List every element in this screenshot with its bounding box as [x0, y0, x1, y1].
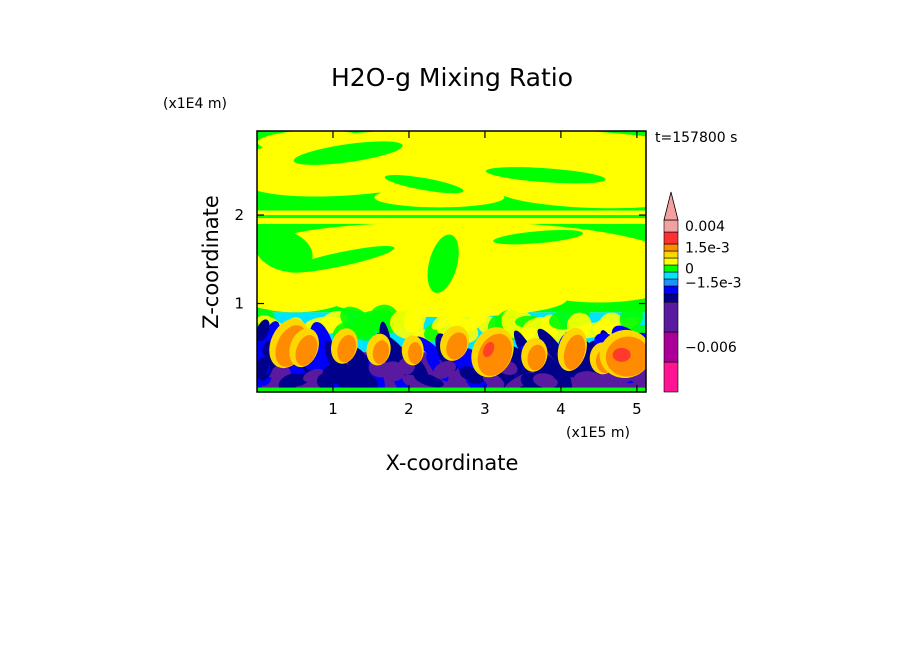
x-tick-label: 4 — [556, 400, 566, 418]
x-axis-ticks: 1 2 3 4 5 — [328, 131, 642, 418]
time-label: t=157800 s — [655, 130, 737, 146]
colorbar-swatch — [663, 271, 679, 280]
field-blob — [433, 360, 456, 379]
dry-streak — [293, 141, 403, 165]
chart-title: H2O-g Mixing Ratio — [331, 63, 573, 92]
colorbar: 0.004 1.5e-3 0−1.5e-3 −0.006 — [663, 191, 742, 393]
dry-streak — [286, 245, 395, 273]
moist-plume — [372, 340, 389, 365]
moist-core — [612, 347, 631, 362]
x-unit-label: (x1E5 m) — [566, 425, 630, 441]
moist-plume — [446, 332, 468, 360]
moist-region — [257, 159, 436, 197]
field-blob — [257, 357, 269, 379]
colorbar-swatch — [663, 264, 679, 273]
field-blob — [350, 372, 378, 391]
x-tick-label: 2 — [404, 400, 414, 418]
x-tick-label: 3 — [480, 400, 490, 418]
colorbar-swatch — [663, 231, 679, 245]
colorbar-swatch — [663, 361, 679, 393]
x-tick-label: 1 — [328, 400, 338, 418]
colorbar-swatch — [663, 219, 679, 233]
colorbar-label: 0 — [685, 262, 694, 278]
moist-region — [496, 177, 646, 209]
field-blob — [414, 373, 444, 388]
field-blob — [402, 374, 432, 392]
colorbar-swatch — [663, 278, 679, 287]
colorbar-swatch — [663, 250, 679, 259]
colorbar-swatch — [663, 301, 679, 333]
field-blob — [403, 302, 427, 333]
moist-region — [374, 187, 505, 208]
dry-streak — [257, 229, 313, 272]
dry-streak — [384, 174, 464, 194]
y-axis-label: Z-coordinate — [199, 195, 223, 329]
plot-field — [257, 131, 646, 392]
y-axis-ticks: 12 — [234, 206, 646, 313]
colorbar-label: 1.5e-3 — [685, 241, 730, 257]
colorbar-swatch — [663, 243, 679, 252]
colorbar-swatch — [663, 293, 679, 303]
dry-streak — [485, 167, 606, 184]
field-blob — [415, 336, 444, 361]
moist-plume — [337, 334, 357, 363]
dry-streak — [257, 215, 646, 219]
moist-region — [544, 136, 646, 171]
y-tick-label: 2 — [234, 206, 244, 224]
colorbar-extension — [663, 191, 679, 221]
colorbar-swatch — [663, 257, 679, 266]
field-blob — [533, 373, 558, 389]
colorbar-label: 0.004 — [685, 219, 725, 235]
moist-plume — [295, 334, 318, 366]
plot-frame — [256, 130, 647, 393]
field-blob — [588, 374, 607, 388]
field-blob — [619, 305, 644, 331]
moist-region — [508, 242, 646, 303]
moist-plume — [408, 342, 423, 365]
y-unit-label: (x1E4 m) — [163, 96, 227, 112]
dry-streak — [493, 230, 583, 245]
x-axis-label: X-coordinate — [386, 451, 519, 475]
x-tick-label: 5 — [632, 400, 642, 418]
dry-streak — [427, 234, 459, 293]
field-blob — [257, 319, 270, 342]
colorbar-label: −1.5e-3 — [685, 276, 742, 292]
moist-plume — [527, 344, 546, 371]
colorbar-swatch — [663, 285, 679, 295]
colorbar-swatch — [663, 331, 679, 363]
moist-plume — [477, 333, 513, 376]
colorbar-label: −0.006 — [685, 340, 737, 356]
moist-core — [483, 341, 495, 358]
moist-plume — [563, 334, 586, 370]
y-tick-label: 1 — [234, 295, 244, 313]
surface-band — [257, 387, 646, 392]
